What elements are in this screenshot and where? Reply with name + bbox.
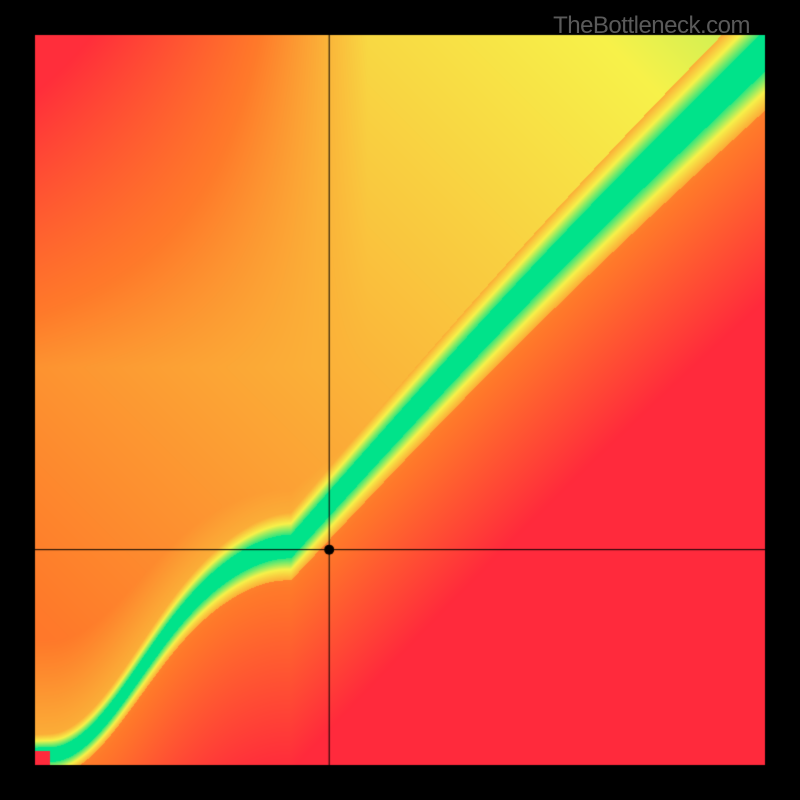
bottleneck-heatmap-chart: TheBottleneck.com	[0, 0, 800, 800]
heatmap-canvas	[0, 0, 800, 800]
watermark-text: TheBottleneck.com	[553, 12, 750, 40]
